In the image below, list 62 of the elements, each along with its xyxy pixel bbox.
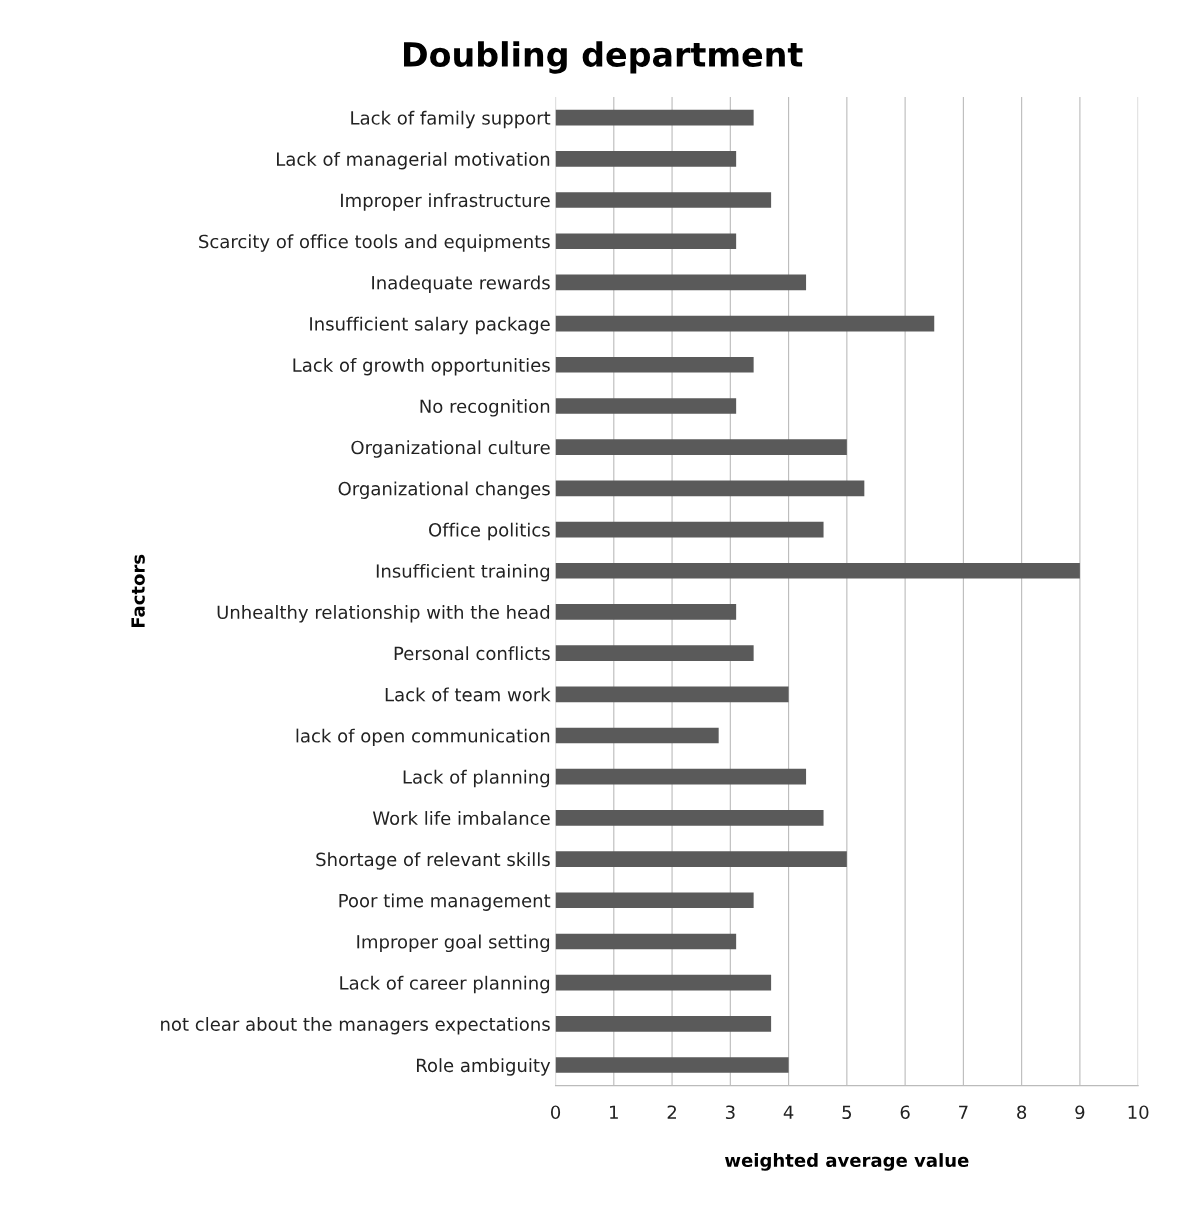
x-tick-label: 4 xyxy=(783,1105,794,1119)
y-tick-label: Scarcity of office tools and equipments xyxy=(199,234,550,252)
bar xyxy=(555,151,737,167)
y-tick-label: Improper goal setting xyxy=(357,934,550,953)
bar xyxy=(555,1016,772,1032)
bar xyxy=(555,768,807,785)
y-tick-label: Office politics xyxy=(429,522,550,541)
x-tick-label: 0 xyxy=(550,1105,561,1120)
x-tick-label: 3 xyxy=(725,1105,735,1120)
bar xyxy=(555,974,772,991)
x-tick-label: 2 xyxy=(667,1105,676,1119)
y-tick-label: Unhealthy relationship with the head xyxy=(217,605,550,623)
y-tick-label: Improper infrastructure xyxy=(341,193,550,211)
y-tick-label: not clear about the managers expectations xyxy=(161,1016,550,1035)
bar xyxy=(555,851,847,867)
bar xyxy=(555,192,772,208)
x-tick-label: 8 xyxy=(1017,1105,1027,1120)
bar xyxy=(555,933,737,950)
y-tick-label: Shortage of relevant skills xyxy=(316,852,550,870)
y-tick-label: Lack of career planning xyxy=(340,975,550,994)
bar xyxy=(555,521,824,538)
x-tick-label: 1 xyxy=(610,1105,618,1119)
y-axis-title: Factors xyxy=(131,554,145,628)
x-tick-label: 10 xyxy=(1128,1105,1149,1120)
bar xyxy=(555,274,807,291)
y-tick-label: Work life imbalance xyxy=(372,811,550,826)
bar xyxy=(555,686,789,703)
bar xyxy=(555,645,754,661)
y-tick-label: Inadequate rewards xyxy=(372,275,550,294)
y-tick-label: Organizational culture xyxy=(351,440,550,458)
bar xyxy=(555,604,737,620)
bar xyxy=(555,1057,789,1073)
x-tick-label: 6 xyxy=(900,1105,910,1120)
bar xyxy=(555,109,754,126)
y-tick-label: No recognition xyxy=(420,399,550,417)
y-tick-label: Poor time management xyxy=(339,893,551,911)
bar xyxy=(555,562,1080,579)
bar xyxy=(555,439,847,455)
y-tick-label: lack of open communication xyxy=(296,728,550,747)
x-axis-title: weighted average value xyxy=(725,1153,969,1171)
y-tick-label: Insufficient training xyxy=(376,563,550,582)
y-tick-label: Role ambiguity xyxy=(416,1058,551,1076)
bar xyxy=(555,480,865,497)
x-tick-label: 5 xyxy=(842,1105,852,1120)
y-tick-label: Insufficient salary package xyxy=(310,316,550,335)
x-tick-label: 7 xyxy=(959,1105,968,1119)
bar xyxy=(555,356,754,373)
bar xyxy=(555,727,719,744)
bar xyxy=(555,233,737,250)
bar xyxy=(555,892,754,909)
y-tick-label: Lack of managerial motivation xyxy=(277,151,550,170)
y-tick-label: Lack of growth opportunities xyxy=(293,357,550,376)
x-tick-label: 9 xyxy=(1075,1105,1085,1120)
y-tick-label: Lack of team work xyxy=(385,687,551,702)
chart-title: Doubling department xyxy=(404,41,803,74)
y-tick-label: Organizational changes xyxy=(338,481,550,499)
y-tick-label: Lack of planning xyxy=(403,769,550,788)
bar xyxy=(555,315,935,332)
bar xyxy=(555,810,824,826)
bar xyxy=(555,398,737,414)
y-tick-label: Lack of family support xyxy=(351,110,551,129)
y-tick-label: Personal conflicts xyxy=(394,646,550,661)
